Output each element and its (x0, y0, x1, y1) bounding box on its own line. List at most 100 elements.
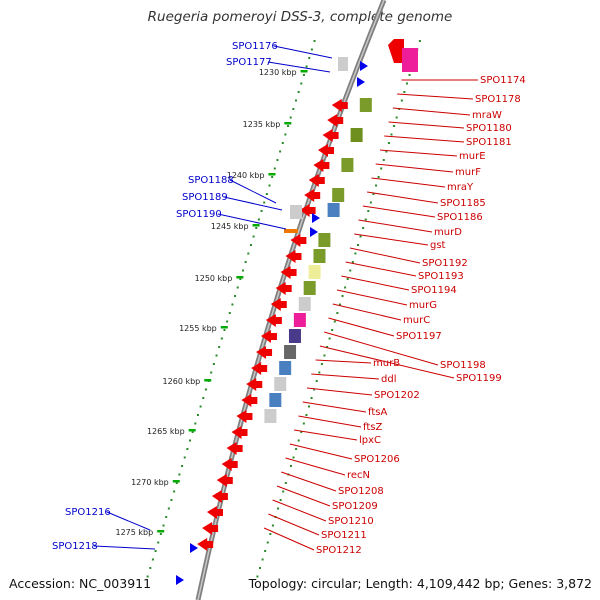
forward-gene-label: SPO1216 (65, 507, 111, 518)
inner-tick-dot (302, 422, 305, 425)
inner-tick-dot (336, 312, 339, 314)
inner-tick-dot (349, 269, 352, 272)
inner-tick-dot (344, 286, 347, 289)
gene-feature-box (303, 281, 316, 295)
forward-gene-arrow (190, 543, 198, 553)
forward-label-leader (93, 545, 156, 550)
reverse-gene-arrow (202, 522, 219, 535)
gene-feature-box (359, 98, 372, 112)
inner-tick-dot (393, 125, 396, 127)
forward-label-leader (273, 45, 333, 59)
reverse-gene-arrow (211, 490, 228, 503)
kbp-tick-mark (300, 70, 308, 73)
reverse-gene-label: gst (430, 240, 446, 251)
inner-tick-dot (310, 397, 313, 399)
inner-tick-dot (418, 40, 421, 42)
forward-gene-arrow (360, 61, 368, 71)
outer-tick-dot (281, 142, 284, 144)
gene-feature-box (308, 265, 321, 279)
inner-tick-dot (354, 252, 357, 255)
inner-tick-dot (271, 524, 274, 527)
inner-tick-dot (297, 439, 300, 442)
reverse-gene-arrow (206, 506, 223, 519)
reverse-gene-arrow (260, 330, 277, 343)
gene-feature-box (318, 233, 331, 247)
inner-tick-dot (323, 354, 326, 357)
reverse-gene-arrow (197, 538, 214, 551)
inner-tick-dot (367, 210, 370, 212)
forward-gene-label: SPO1218 (52, 541, 98, 552)
inner-tick-dot (369, 201, 372, 204)
outer-tick-dot (175, 482, 178, 484)
inner-tick-dot (351, 261, 354, 263)
reverse-label-leader (392, 107, 471, 116)
gene-feature-box (327, 203, 340, 217)
inner-tick-dot (305, 414, 308, 416)
reverse-label-leader (302, 401, 367, 413)
outer-tick-dot (247, 252, 250, 255)
reverse-gene-arrow (275, 282, 292, 295)
forward-gene-arrow (310, 227, 318, 237)
inner-tick-dot (375, 184, 378, 187)
inner-tick-dot (300, 431, 303, 433)
reverse-label-leader (285, 457, 346, 476)
inner-tick-dot (338, 303, 341, 306)
outer-tick-dot (252, 235, 255, 238)
inner-tick-dot (328, 337, 331, 340)
reverse-gene-arrow (318, 144, 334, 157)
outer-tick-dot (199, 405, 202, 408)
outer-tick-dot (196, 414, 199, 416)
gene-feature-box (298, 297, 311, 311)
inner-tick-dot (372, 193, 375, 195)
inner-tick-dot (315, 380, 318, 382)
inner-tick-dot (256, 575, 259, 578)
label-layer: SPO1176 SPO1177 SPO1188 SPO1189 SPO1190 SPO12… (52, 41, 526, 556)
forward-gene-label: SPO1190 (176, 209, 222, 220)
inner-tick-dot (331, 329, 334, 331)
outer-tick-dot (167, 507, 170, 510)
reverse-gene-arrow (331, 99, 348, 112)
accession-text: Accession: NC_003911 (9, 576, 152, 591)
reverse-gene-label: murF (455, 167, 481, 178)
reverse-gene-arrow (241, 394, 258, 407)
inner-tick-dot (364, 218, 367, 221)
kbp-tick-mark (268, 173, 276, 176)
forward-label-leader (223, 196, 283, 211)
inner-tick-dot (289, 465, 292, 467)
reverse-gene-label: murB (373, 358, 400, 369)
reverse-gene-arrow (246, 378, 263, 391)
reverse-gene-label: SPO1211 (321, 530, 367, 541)
reverse-gene-label: SPO1180 (466, 123, 512, 134)
kbp-tick-label: 1250 kbp (195, 274, 233, 283)
outer-tick-dot (154, 550, 157, 552)
inner-tick-dot (377, 176, 380, 178)
reverse-gene-arrow (313, 159, 330, 172)
forward-label-leader (106, 511, 151, 531)
outer-tick-dot (223, 329, 226, 331)
reverse-gene-label: murD (434, 227, 462, 238)
inner-tick-dot (385, 150, 388, 153)
inner-tick-dot (279, 499, 282, 501)
inner-tick-dot (356, 244, 359, 246)
reverse-gene-label: ftsZ (363, 422, 382, 433)
outer-tick-dot (294, 99, 297, 102)
inner-tick-dot (269, 533, 272, 535)
outer-tick-dot (186, 448, 189, 450)
outer-tick-dot (257, 218, 260, 221)
gene-feature-box (350, 128, 363, 142)
kbp-tick-mark (284, 122, 292, 125)
reverse-gene-arrow (327, 114, 344, 127)
inner-tick-dot (307, 405, 310, 408)
reverse-label-leader (298, 415, 362, 428)
reverse-gene-label: SPO1186 (437, 212, 483, 223)
reverse-label-leader (328, 317, 395, 337)
reverse-gene-arrow (265, 314, 282, 327)
reverse-label-leader (367, 191, 439, 204)
outer-tick-dot (231, 303, 234, 306)
outer-tick-dot (173, 490, 176, 493)
reverse-gene-arrow (299, 204, 316, 217)
reverse-gene-label: recN (347, 470, 370, 481)
inner-tick-dot (277, 507, 280, 510)
outer-tick-dot (234, 295, 237, 297)
